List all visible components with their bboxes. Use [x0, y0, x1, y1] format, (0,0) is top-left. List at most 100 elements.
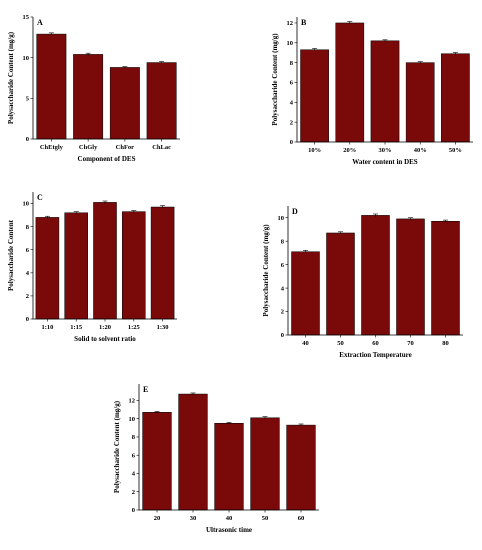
x-tick-label: 50%: [449, 147, 462, 154]
y-tick-label: 4: [290, 100, 294, 107]
x-tick-label: ChGly: [79, 144, 98, 151]
y-tick-label: 12: [129, 398, 136, 405]
y-tick-label: 6: [26, 247, 30, 254]
x-tick-label: ChEtgly: [40, 144, 64, 151]
x-tick-label: 10%: [308, 147, 321, 154]
bar: [361, 215, 390, 336]
panel-letter: A: [37, 18, 43, 27]
axis-frame: [138, 384, 319, 511]
axis-frame: [32, 17, 180, 140]
bar: [122, 211, 146, 320]
y-tick-label: 0: [290, 139, 293, 146]
chart-panel-b: 10% 20% 30% 40% 50% 0 2 4 6 8 10 12 B Water content i…: [271, 17, 473, 166]
y-tick-label: 12: [287, 20, 294, 27]
x-tick-label: 1:25: [128, 324, 141, 331]
panel-letter: C: [37, 193, 43, 202]
y-tick-label: 10: [287, 40, 294, 47]
bar: [150, 206, 175, 320]
x-tick-label: ChLac: [152, 144, 171, 151]
y-tick-label: 2: [290, 119, 293, 126]
x-tick-label: 70: [407, 340, 414, 347]
y-axis-title: Polysaccharide Content (mg/g): [113, 400, 121, 493]
bar: [93, 202, 117, 320]
bar: [35, 217, 60, 320]
bar: [36, 33, 67, 140]
x-tick-label: 60: [298, 515, 305, 522]
x-axis-title: Water content in DES: [352, 158, 418, 166]
y-axis-title: Polysaccharide Content (mg/g): [262, 224, 270, 317]
axis-frame: [32, 192, 177, 320]
y-tick-label: 4: [281, 285, 285, 292]
y-tick-label: 8: [26, 224, 30, 231]
bar: [250, 417, 280, 511]
x-axis-title: Solid to solvent ratio: [74, 335, 136, 343]
y-axis-title: Polysaccharide Content: [7, 219, 15, 291]
y-tick-label: 8: [132, 434, 136, 441]
bar: [178, 393, 208, 511]
y-tick-label: 0: [26, 136, 29, 143]
bar: [214, 423, 244, 511]
x-tick-label: 50: [337, 340, 344, 347]
x-tick-label: 1:20: [99, 324, 111, 331]
y-tick-label: 5: [26, 96, 30, 103]
y-tick-label: 4: [132, 471, 136, 478]
bar: [396, 218, 425, 336]
y-tick-label: 2: [281, 309, 284, 316]
panel-letter: D: [292, 207, 298, 216]
bar: [109, 67, 140, 140]
bar: [326, 232, 355, 336]
y-tick-label: 0: [26, 316, 29, 323]
x-tick-label: 30%: [379, 147, 392, 154]
bar: [286, 424, 316, 511]
x-tick-label: 60: [372, 340, 379, 347]
panel-letter: E: [143, 385, 148, 394]
x-axis-title: Component of DES: [78, 155, 136, 163]
x-tick-label: 20: [154, 515, 161, 522]
y-tick-label: 2: [26, 293, 29, 300]
bar: [64, 212, 88, 320]
bar: [146, 62, 177, 140]
x-axis-title: Ultrasonic time: [206, 526, 252, 534]
x-tick-label: 1:30: [157, 324, 169, 331]
y-tick-label: 6: [290, 80, 294, 87]
bar: [291, 251, 320, 336]
y-tick-label: 0: [281, 332, 284, 339]
x-tick-label: 50: [262, 515, 269, 522]
y-tick-label: 10: [129, 416, 136, 423]
y-tick-label: 6: [281, 262, 285, 269]
y-tick-label: 6: [132, 452, 136, 459]
x-axis-title: Extraction Temperature: [339, 351, 411, 359]
axis-frame: [296, 17, 473, 143]
bar: [405, 62, 435, 143]
x-tick-label: ChFor: [116, 144, 135, 151]
x-tick-label: 1:10: [41, 324, 53, 331]
y-tick-label: 10: [278, 215, 285, 222]
y-axis-title: Polysaccharide Content (mg/g): [7, 31, 15, 124]
x-tick-label: 40%: [414, 147, 427, 154]
y-tick-label: 10: [23, 55, 30, 62]
panel-letter: B: [301, 18, 307, 27]
y-tick-label: 8: [290, 60, 294, 67]
bar: [300, 49, 329, 143]
x-tick-label: 20%: [343, 147, 356, 154]
axis-frame: [287, 206, 463, 336]
bar: [441, 53, 470, 143]
bar: [370, 40, 400, 143]
chart-panel-a: ChEtgly ChGly ChFor ChLac 0 5 10 15 A Component o…: [7, 14, 180, 163]
y-tick-label: 4: [26, 270, 30, 277]
y-axis-title: Polysaccharide Content (mg/g): [271, 33, 279, 126]
y-tick-label: 10: [23, 201, 30, 208]
y-tick-label: 2: [132, 489, 135, 496]
bar: [142, 412, 172, 511]
x-tick-label: 40: [226, 515, 233, 522]
chart-panel-c: 1:10 1:15 1:20 1:25 1:30 0 2 4 6 8 10 C Solid to sol…: [7, 192, 177, 343]
x-tick-label: 30: [190, 515, 197, 522]
x-tick-label: 1:15: [70, 324, 83, 331]
y-tick-label: 8: [281, 238, 285, 245]
bar: [431, 221, 460, 336]
chart-panel-d: 40 50 60 70 80 0 2 4 6 8 10 D Extraction Temperature…: [262, 206, 463, 359]
x-tick-label: 80: [442, 340, 449, 347]
bar: [335, 22, 365, 143]
